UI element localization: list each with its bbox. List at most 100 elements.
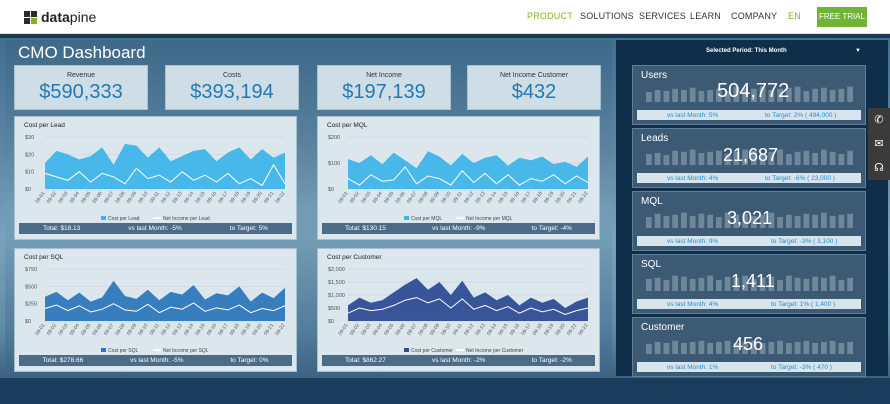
x-tick-label: 09-16 xyxy=(509,191,521,205)
metric-bar xyxy=(654,89,661,102)
metric-bar xyxy=(672,88,678,102)
metric-value: 3,021 xyxy=(727,208,773,228)
phone-icon[interactable]: ✆ xyxy=(874,114,884,126)
metric-bar xyxy=(821,212,827,228)
metric-bar xyxy=(751,340,757,354)
x-tick-label: 09-11 xyxy=(149,323,161,337)
x-tick-label: 09-12 xyxy=(160,191,172,205)
headset-icon[interactable]: ☊ xyxy=(874,162,884,174)
x-tick-label: 09-21 xyxy=(566,323,578,337)
metric-bar xyxy=(838,280,845,291)
metric-bar xyxy=(689,215,696,228)
series-line xyxy=(44,302,286,314)
metric-value: 1,411 xyxy=(731,271,775,291)
x-tick-label: 09-22 xyxy=(577,191,589,205)
metric-bar xyxy=(786,154,792,165)
x-tick-label: 09-14 xyxy=(183,323,195,337)
chart-footer: Total: $130.15 vs last Month: -9% to Tar… xyxy=(322,223,595,234)
y-tick-label: $0 xyxy=(25,319,31,325)
metric-bar xyxy=(838,214,845,228)
metric-value: 21,687 xyxy=(723,145,779,165)
metric-bar xyxy=(672,340,678,354)
metric-customer: Customer 456 vs last Month: 1% to Target… xyxy=(632,317,866,377)
y-tick-label: $100 xyxy=(328,161,340,167)
chart-cost-per-mql[interactable]: $200 $100 $0 09-01 09-02 09-03 09-04 09-05 09-06… xyxy=(317,116,600,240)
nav-product[interactable]: PRODUCT xyxy=(527,11,573,21)
x-tick-label: 09-22 xyxy=(274,323,286,337)
y-tick-label: $2,000 xyxy=(328,267,345,273)
chart-title: Cost per Customer xyxy=(327,254,382,261)
metric-bar xyxy=(724,154,731,165)
metric-bar xyxy=(707,89,713,102)
x-tick-label: 09-17 xyxy=(217,191,229,205)
x-tick-label: 09-19 xyxy=(240,323,252,337)
x-tick-label: 09-04 xyxy=(372,323,384,337)
metric-label: SQL xyxy=(641,259,662,270)
chevron-down-icon[interactable]: ▼ xyxy=(855,48,861,54)
x-tick-label: 09-07 xyxy=(406,323,418,337)
x-tick-label: 09-04 xyxy=(372,191,384,205)
metric-bar xyxy=(663,215,670,228)
metric-bar xyxy=(838,154,845,165)
y-tick-label: $250 xyxy=(25,302,37,308)
period-selector[interactable]: Selected Period: This Month xyxy=(706,48,787,54)
chart-cost-per-customer[interactable]: $2,000 $1,500 $1,000 $500 $0 09-01 09-02 09-03 0… xyxy=(317,248,600,372)
metric-bar xyxy=(786,343,792,354)
top-navigation: datapine PRODUCT SOLUTIONS SERVICES LEAR… xyxy=(0,0,890,34)
x-tick-label: 09-09 xyxy=(429,323,441,337)
metric-bar xyxy=(777,280,783,291)
legend-swatch xyxy=(101,216,106,220)
chart-cost-per-lead[interactable]: $30 $20 $10 $0 09-01 09-02 09-03 09-04 09-05 09-0… xyxy=(14,116,297,240)
chart-cost-per-sql[interactable]: $750 $500 $250 $0 09-01 09-02 09-03 09-04 09-05 0… xyxy=(14,248,297,372)
x-tick-label: 09-02 xyxy=(46,323,58,337)
metric-bar xyxy=(794,86,801,102)
metric-bar xyxy=(681,212,687,228)
metric-bar xyxy=(646,154,652,165)
x-tick-label: 09-19 xyxy=(240,191,252,205)
metric-vs-last: vs last Month: 9% xyxy=(667,237,719,245)
x-tick-label: 09-20 xyxy=(252,323,264,337)
nav-solutions[interactable]: SOLUTIONS xyxy=(580,11,634,21)
metric-bar xyxy=(829,151,836,165)
kpi-value: $197,139 xyxy=(342,81,426,103)
x-tick-label: 09-13 xyxy=(172,191,184,205)
metric-bar xyxy=(803,340,810,354)
metric-bar xyxy=(716,341,722,354)
x-tick-label: 09-20 xyxy=(555,191,567,205)
metric-target: to Target: -6% ( 23,000 ) xyxy=(765,174,835,182)
legend-label: Cost per Customer xyxy=(411,348,453,354)
metric-bar xyxy=(724,276,731,291)
metric-bar xyxy=(733,343,740,354)
metric-value: 456 xyxy=(733,334,764,354)
series-line xyxy=(347,166,589,186)
chart-vs-last: vs last Month: -5% xyxy=(128,225,182,232)
metric-bar xyxy=(681,343,687,354)
metric-bar xyxy=(698,213,705,228)
metric-bars xyxy=(646,340,853,354)
metric-label: Users xyxy=(641,70,668,81)
mail-icon[interactable]: ✉ xyxy=(874,138,884,150)
chart-target: to Target: -2% xyxy=(531,357,572,364)
chart-vs-last: vs last Month: -5% xyxy=(130,357,184,364)
metric-bar xyxy=(759,86,766,102)
x-tick-label: 09-14 xyxy=(486,323,498,337)
nav-language[interactable]: EN xyxy=(788,11,801,21)
metric-bar xyxy=(759,277,766,291)
metric-bar xyxy=(812,343,818,354)
metric-bar xyxy=(786,214,792,228)
chart-target: to Target: -4% xyxy=(531,225,572,232)
nav-learn[interactable]: LEARN xyxy=(690,11,722,21)
metric-vs-last: vs last Month: 4% xyxy=(667,300,719,308)
x-tick-label: 09-05 xyxy=(80,191,92,205)
legend-swatch xyxy=(404,216,409,220)
nav-services[interactable]: SERVICES xyxy=(639,11,686,21)
metric-bar xyxy=(786,275,792,291)
x-tick-label: 09-11 xyxy=(452,191,464,205)
free-trial-button[interactable]: FREE TRIAL xyxy=(817,7,867,27)
nav-company[interactable]: COMPANY xyxy=(731,11,778,21)
y-tick-label: $30 xyxy=(25,135,34,141)
y-tick-label: $0 xyxy=(328,187,334,193)
datapine-logo[interactable]: datapine xyxy=(24,9,96,25)
metric-bar xyxy=(646,278,652,291)
metric-bar xyxy=(847,341,853,354)
